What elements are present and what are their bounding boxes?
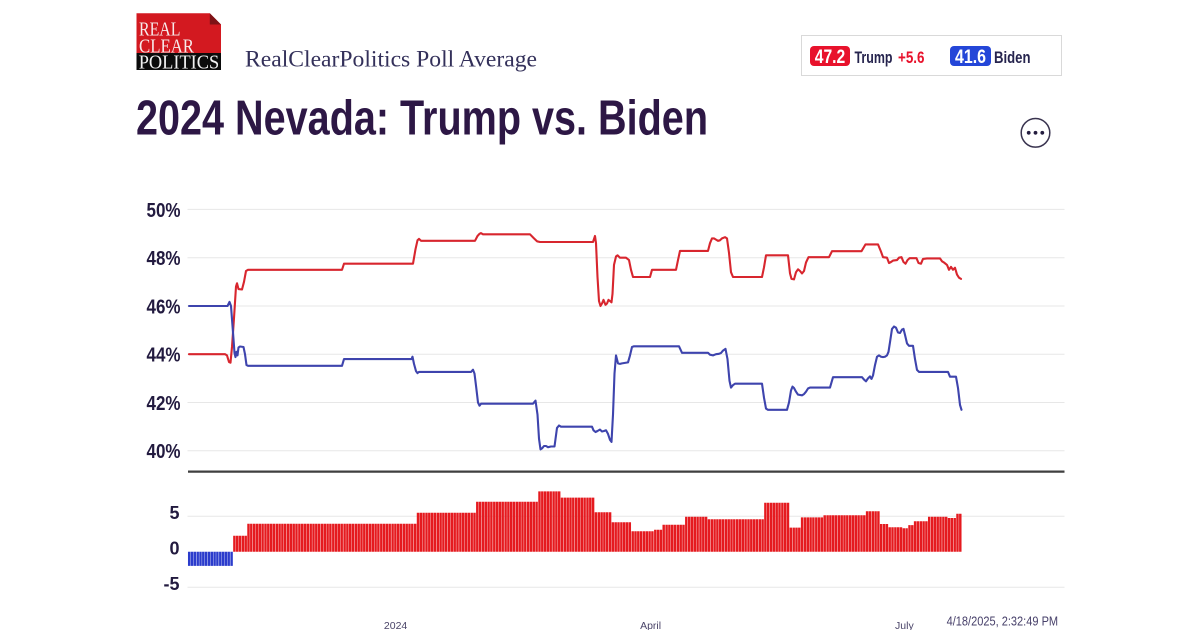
svg-text:REAL: REAL xyxy=(139,19,181,41)
svg-text:July: July xyxy=(895,620,914,630)
svg-text:0: 0 xyxy=(169,539,179,559)
svg-text:50%: 50% xyxy=(147,199,181,222)
svg-text:POLITICS: POLITICS xyxy=(139,52,220,74)
svg-text:44%: 44% xyxy=(147,344,181,367)
svg-text:41.6: 41.6 xyxy=(955,47,986,68)
svg-text:CLEAR: CLEAR xyxy=(139,35,195,57)
svg-text:47.2: 47.2 xyxy=(815,47,846,68)
svg-text:2024 Nevada: Trump vs. Biden: 2024 Nevada: Trump vs. Biden xyxy=(136,92,708,146)
svg-text:48%: 48% xyxy=(147,247,181,270)
svg-text:Biden: Biden xyxy=(994,48,1031,67)
svg-text:2024: 2024 xyxy=(384,620,408,630)
svg-text:April: April xyxy=(640,620,661,630)
svg-text:5: 5 xyxy=(169,503,179,523)
svg-text:Trump: Trump xyxy=(855,48,893,67)
svg-text:-5: -5 xyxy=(163,574,179,594)
svg-text:+5.6: +5.6 xyxy=(898,48,925,67)
svg-text:RealClearPolitics Poll Average: RealClearPolitics Poll Average xyxy=(245,47,537,73)
svg-text:40%: 40% xyxy=(147,440,181,463)
svg-text:46%: 46% xyxy=(147,295,181,318)
svg-text:42%: 42% xyxy=(147,392,181,415)
svg-text:4/18/2025, 2:32:49 PM: 4/18/2025, 2:32:49 PM xyxy=(947,614,1059,628)
